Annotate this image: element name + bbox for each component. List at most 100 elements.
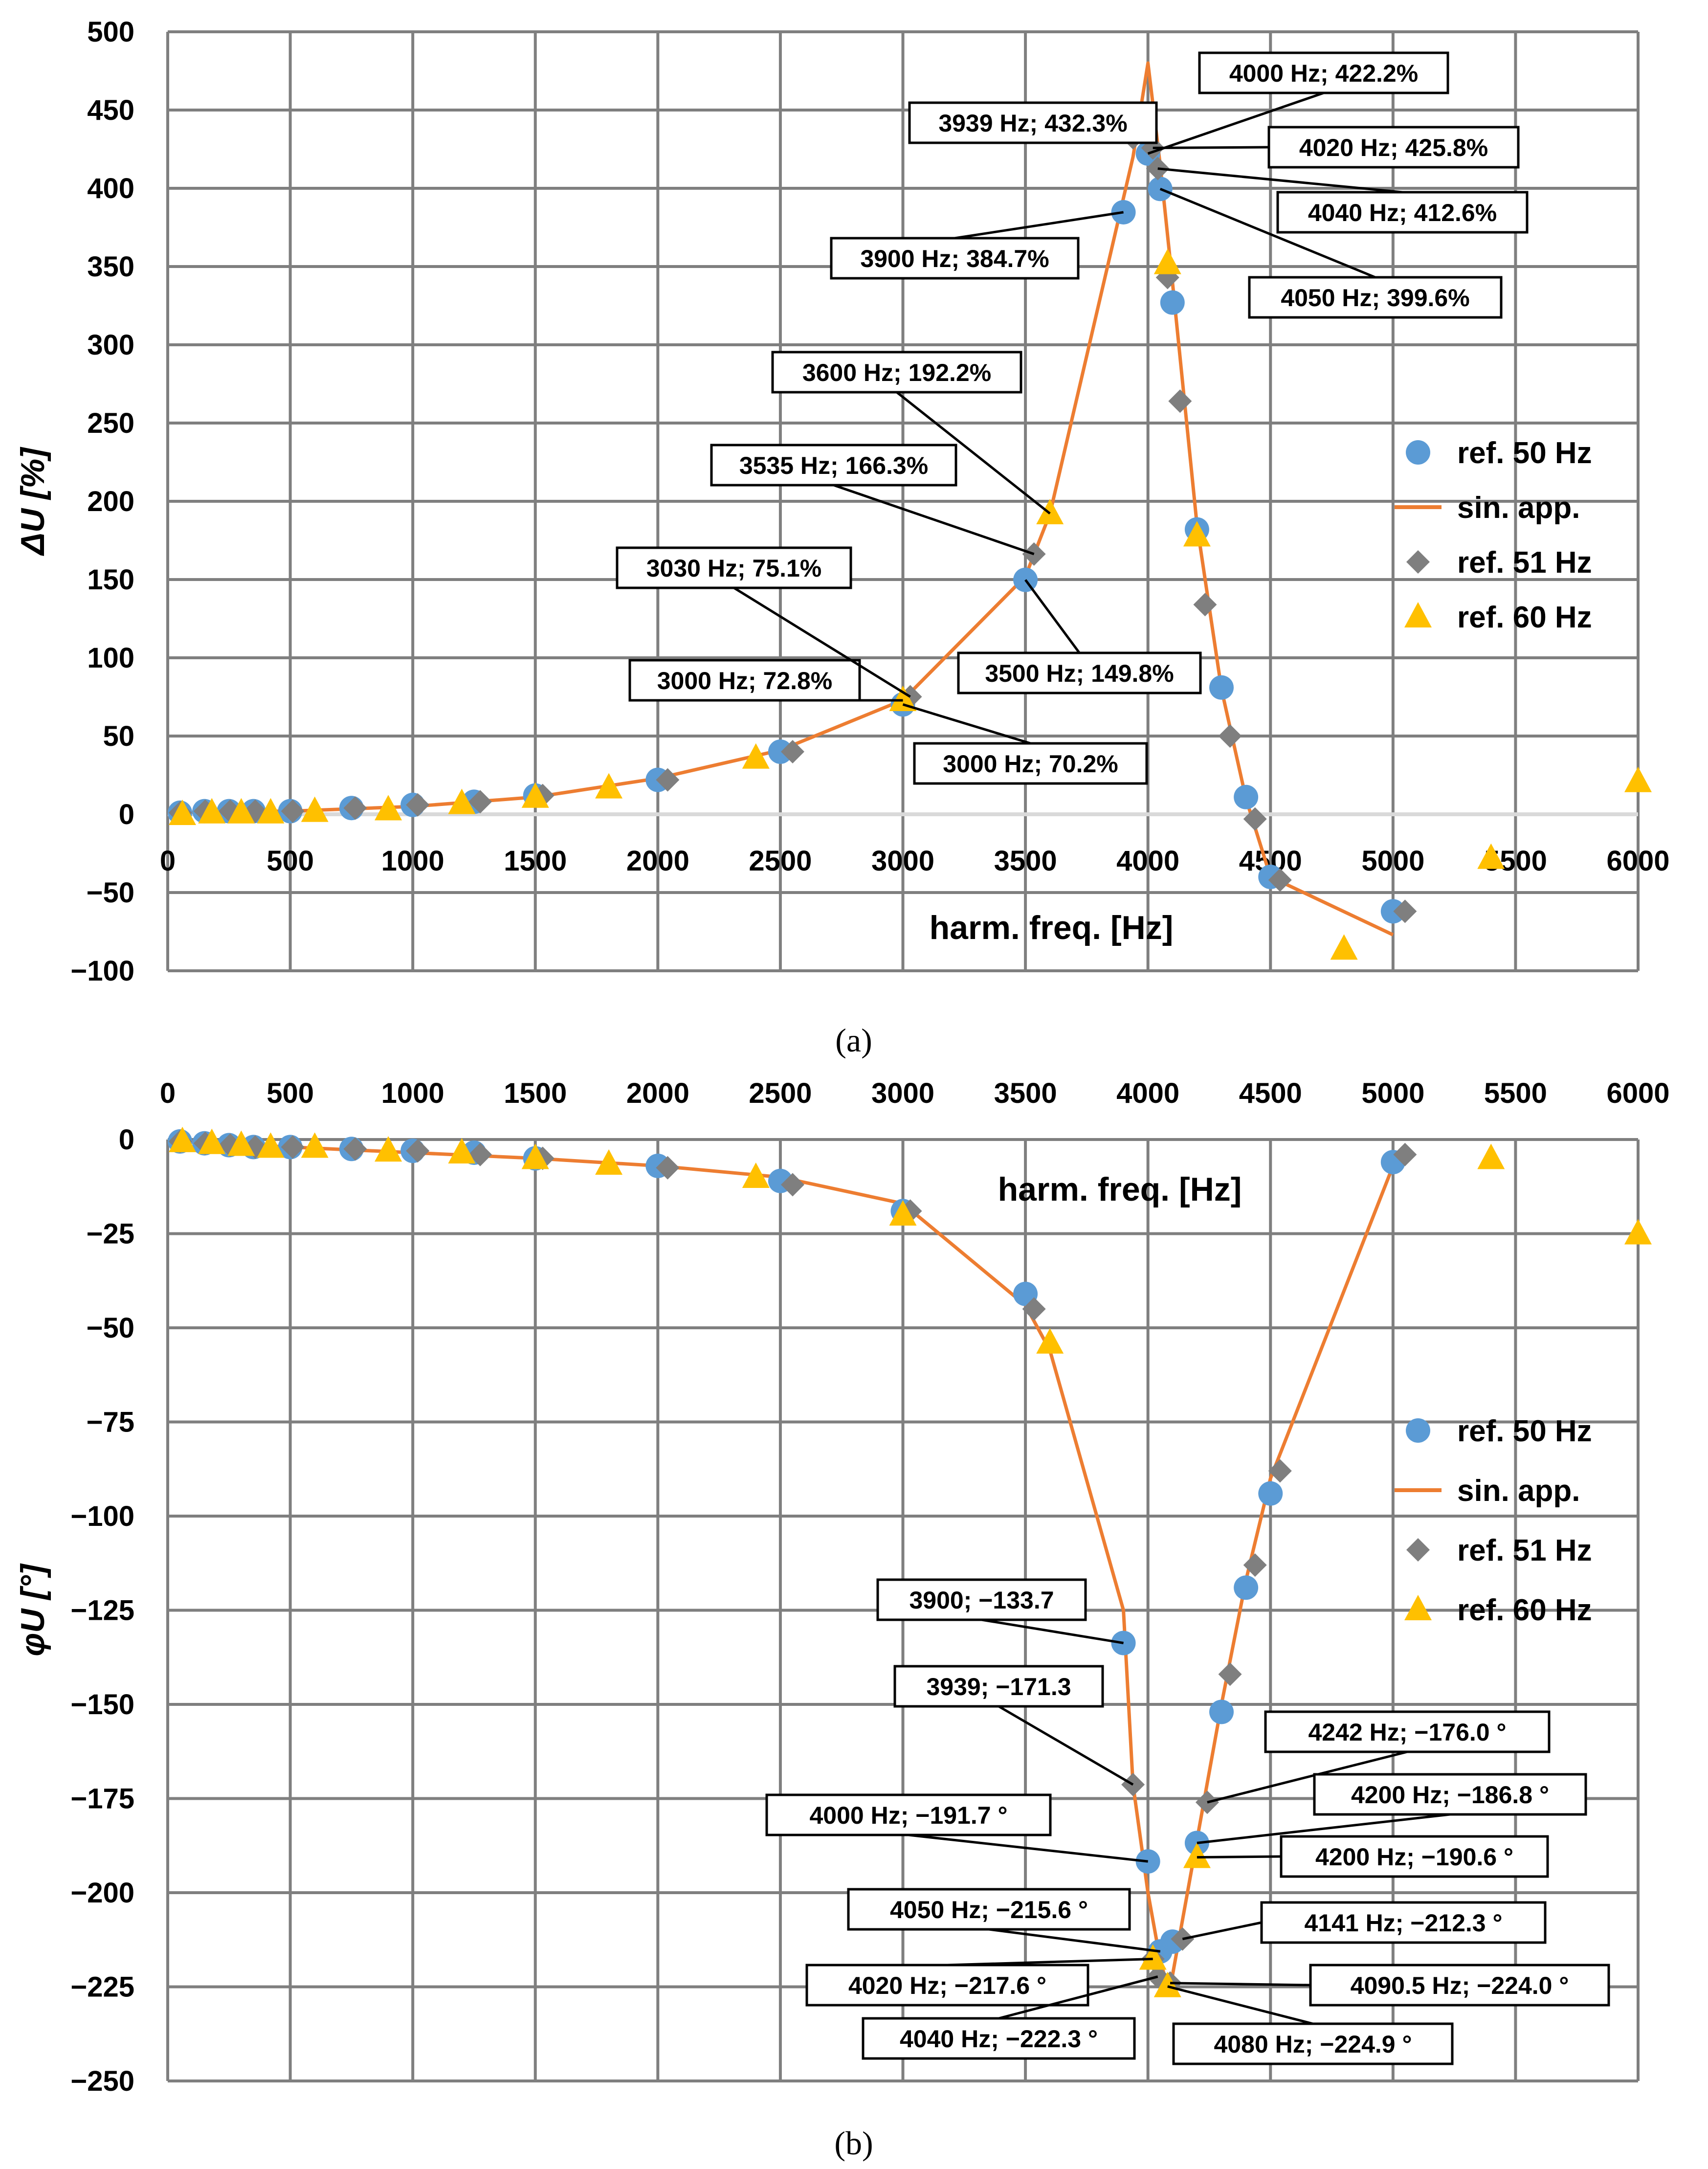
legend-label: ref. 60 Hz	[1457, 1593, 1592, 1627]
data-point-diamond	[656, 1156, 680, 1180]
callout-box	[1264, 1710, 1551, 1753]
callout-box	[876, 1578, 1087, 1621]
legend-label: ref. 50 Hz	[1457, 1414, 1592, 1448]
data-point-triangle	[595, 773, 623, 799]
y-tick-label: −50	[87, 1312, 134, 1344]
x-tick-label: 3000	[871, 845, 934, 877]
data-point-circle	[1209, 675, 1234, 700]
callout-label: 3030 Hz; 75.1%	[646, 555, 822, 582]
data-point-triangle	[198, 798, 226, 824]
data-point-diamond	[780, 740, 804, 763]
callout-leader	[1147, 91, 1324, 155]
y-tick-label: 350	[87, 251, 134, 283]
callout-box	[771, 351, 1022, 394]
callout-leader	[1157, 167, 1403, 194]
data-point-triangle	[448, 788, 476, 814]
callout-label: 4050 Hz; 399.6%	[1281, 284, 1469, 312]
y-tick-label: −175	[70, 1783, 134, 1815]
data-point-diamond	[1193, 593, 1217, 617]
x-axis-title: harm. freq. [Hz]	[930, 909, 1174, 946]
callout-box	[908, 101, 1158, 144]
panel-label-a: (a)	[835, 1022, 872, 1059]
data-point-triangle	[257, 798, 285, 824]
legend: ref. 50 Hz sin. app. ref. 51 Hz ref. 60 Hz	[1395, 436, 1592, 634]
y-tick-label: 300	[87, 329, 134, 361]
callout-leader	[1170, 1982, 1311, 1987]
y-tick-label: −125	[70, 1595, 134, 1627]
callout-leader	[1153, 146, 1269, 149]
callout-leader	[1159, 187, 1376, 279]
y-tick-label: 150	[87, 564, 134, 596]
data-point-triangle	[1036, 498, 1064, 524]
data-point-diamond	[406, 1139, 430, 1163]
data-point-triangle	[227, 1130, 255, 1156]
x-tick-label: 2500	[749, 1077, 812, 1109]
data-point-triangle	[595, 1149, 623, 1175]
callout-box	[1280, 1835, 1549, 1878]
y-tick-label: 100	[87, 642, 134, 674]
callout-box	[893, 1665, 1104, 1708]
data-point-circle	[1209, 1699, 1234, 1724]
callout-label: 4242 Hz; −176.0 °	[1309, 1719, 1507, 1746]
data-point-circle	[1160, 290, 1185, 315]
data-point-triangle	[227, 798, 255, 824]
y-tick-label: −150	[70, 1689, 134, 1721]
y-tick-label: −25	[87, 1218, 134, 1250]
data-point-diamond	[1022, 1297, 1046, 1321]
callout-label: 4200 Hz; −186.8 °	[1351, 1781, 1549, 1809]
data-point-circle	[1234, 1575, 1259, 1600]
series-circle	[168, 1129, 1405, 1964]
callout-label: 4050 Hz; −215.6 °	[890, 1896, 1088, 1923]
callout-box	[830, 237, 1080, 280]
x-tick-label: 0	[160, 1077, 176, 1109]
tick-labels: −250−225−200−175−150−125−100−75−50−2500 5…	[70, 1077, 1669, 2097]
callout-box	[862, 2017, 1136, 2060]
data-point-diamond	[1168, 389, 1192, 413]
callout-leader	[833, 484, 1035, 556]
callout-label: 4000 Hz; −191.7 °	[810, 1802, 1008, 1829]
data-point-triangle	[301, 1132, 329, 1158]
callout-leader	[998, 1705, 1134, 1786]
y-tick-label: −200	[70, 1877, 134, 1909]
callout-label: 3000 Hz; 70.2%	[943, 750, 1118, 778]
x-axis-title: harm. freq. [Hz]	[998, 1171, 1242, 1208]
callout-label: 4020 Hz; −217.6 °	[848, 1972, 1046, 1999]
callout-leader	[1197, 1855, 1282, 1859]
callout-label: 3600 Hz; 192.2%	[802, 359, 991, 386]
legend-label: ref. 50 Hz	[1457, 436, 1592, 470]
x-tick-label: 500	[266, 845, 314, 877]
data-point-diamond	[1218, 1662, 1242, 1686]
callout-box	[710, 444, 957, 487]
callout-box	[847, 1888, 1131, 1931]
y-tick-label: −50	[87, 877, 134, 909]
series-triangle	[169, 248, 1652, 960]
callout-box	[1198, 51, 1449, 94]
callout-label: 3939; −171.3	[926, 1673, 1071, 1700]
callout-label: 4040 Hz; 412.6%	[1308, 199, 1497, 226]
x-tick-label: 6000	[1606, 1077, 1669, 1109]
data-point-triangle	[1477, 1143, 1505, 1169]
x-tick-label: 2000	[626, 1077, 689, 1109]
x-tick-label: 500	[266, 1077, 314, 1109]
callout-label: 4080 Hz; −224.9 °	[1214, 2031, 1412, 2058]
data-point-triangle	[1183, 1842, 1211, 1868]
legend-marker	[1406, 440, 1430, 465]
x-tick-label: 4000	[1116, 845, 1179, 877]
callout-leader	[1167, 1985, 1313, 2025]
gridlines	[166, 30, 1640, 972]
x-tick-label: 4500	[1239, 1077, 1302, 1109]
legend: ref. 50 Hz sin. app. ref. 51 Hz ref. 60 Hz	[1395, 1414, 1592, 1627]
callout-box	[1276, 191, 1529, 234]
callout-box	[1172, 2022, 1454, 2065]
annotations: 3000 Hz; 70.2% 3000 Hz; 72.8% 3030 Hz; 75.…	[616, 51, 1529, 785]
callout-label: 3000 Hz; 72.8%	[657, 667, 833, 694]
data-point-circle	[1258, 1481, 1283, 1506]
y-axis-title: ΔU [%]	[14, 447, 51, 557]
data-point-triangle	[1139, 1944, 1167, 1970]
x-tick-label: 3000	[871, 1077, 934, 1109]
y-tick-label: −75	[87, 1407, 134, 1438]
y-tick-label: 500	[87, 16, 134, 48]
callout-box	[628, 659, 861, 702]
x-tick-label: 2000	[626, 845, 689, 877]
